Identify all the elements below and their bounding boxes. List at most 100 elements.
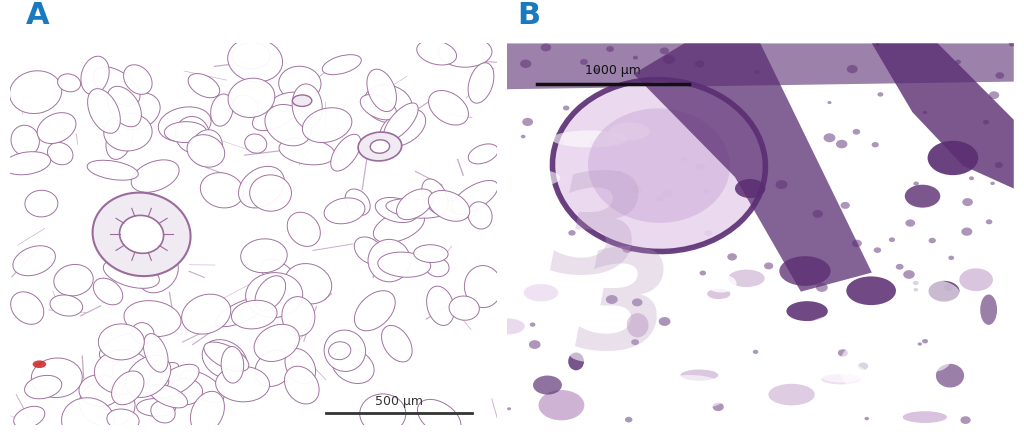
Circle shape xyxy=(556,138,564,145)
Ellipse shape xyxy=(417,40,457,65)
Ellipse shape xyxy=(609,122,649,141)
Ellipse shape xyxy=(124,65,153,94)
Ellipse shape xyxy=(735,179,765,198)
Ellipse shape xyxy=(113,358,169,393)
Circle shape xyxy=(727,253,737,260)
Ellipse shape xyxy=(627,313,648,337)
Ellipse shape xyxy=(840,344,874,389)
Circle shape xyxy=(876,43,880,46)
Ellipse shape xyxy=(216,297,267,327)
Circle shape xyxy=(529,340,541,349)
Circle shape xyxy=(961,416,971,424)
Ellipse shape xyxy=(706,274,736,293)
Circle shape xyxy=(522,118,534,126)
Ellipse shape xyxy=(138,253,178,293)
Circle shape xyxy=(889,237,895,242)
Ellipse shape xyxy=(285,263,332,304)
Ellipse shape xyxy=(285,349,315,384)
Ellipse shape xyxy=(708,289,730,299)
Ellipse shape xyxy=(649,375,730,410)
Circle shape xyxy=(563,105,569,110)
Ellipse shape xyxy=(98,324,144,360)
Ellipse shape xyxy=(109,218,166,243)
Ellipse shape xyxy=(427,286,455,326)
Circle shape xyxy=(764,263,773,270)
Ellipse shape xyxy=(116,93,160,129)
Ellipse shape xyxy=(428,191,470,221)
Circle shape xyxy=(568,230,575,236)
Ellipse shape xyxy=(13,246,55,276)
Ellipse shape xyxy=(302,108,352,142)
Ellipse shape xyxy=(980,295,997,325)
Ellipse shape xyxy=(265,105,311,146)
Ellipse shape xyxy=(159,107,211,141)
Ellipse shape xyxy=(180,371,224,403)
Ellipse shape xyxy=(124,301,181,337)
Polygon shape xyxy=(871,43,1014,188)
Ellipse shape xyxy=(375,197,418,223)
Ellipse shape xyxy=(233,95,258,116)
Ellipse shape xyxy=(94,350,152,395)
Ellipse shape xyxy=(913,345,951,372)
Ellipse shape xyxy=(358,132,401,161)
Ellipse shape xyxy=(552,80,766,252)
Circle shape xyxy=(986,219,992,224)
Ellipse shape xyxy=(279,138,335,165)
Circle shape xyxy=(995,162,1002,168)
Ellipse shape xyxy=(32,358,82,398)
Ellipse shape xyxy=(61,398,115,434)
Circle shape xyxy=(878,92,884,97)
Circle shape xyxy=(929,238,936,243)
Ellipse shape xyxy=(465,266,502,308)
Circle shape xyxy=(841,202,850,209)
Ellipse shape xyxy=(175,116,210,153)
Ellipse shape xyxy=(681,369,718,381)
Ellipse shape xyxy=(37,113,76,144)
Circle shape xyxy=(632,299,642,306)
Ellipse shape xyxy=(228,78,274,118)
Ellipse shape xyxy=(10,292,44,324)
Ellipse shape xyxy=(261,259,300,296)
Ellipse shape xyxy=(435,201,477,218)
Circle shape xyxy=(918,342,922,346)
Ellipse shape xyxy=(138,362,179,395)
Ellipse shape xyxy=(168,378,203,405)
Text: 3: 3 xyxy=(550,167,646,302)
Ellipse shape xyxy=(47,142,73,165)
Ellipse shape xyxy=(429,91,468,125)
Ellipse shape xyxy=(126,355,171,398)
Circle shape xyxy=(520,59,531,68)
Ellipse shape xyxy=(570,347,627,363)
Ellipse shape xyxy=(241,239,287,273)
Ellipse shape xyxy=(3,152,51,175)
Ellipse shape xyxy=(216,366,269,402)
Ellipse shape xyxy=(568,352,584,370)
Ellipse shape xyxy=(106,86,141,127)
Ellipse shape xyxy=(279,66,321,101)
Circle shape xyxy=(903,270,914,279)
Ellipse shape xyxy=(131,160,179,192)
Ellipse shape xyxy=(905,185,940,207)
Circle shape xyxy=(827,101,831,104)
Circle shape xyxy=(823,133,836,142)
Circle shape xyxy=(913,288,919,292)
Ellipse shape xyxy=(452,181,498,214)
Circle shape xyxy=(541,43,551,51)
Ellipse shape xyxy=(231,300,278,329)
Ellipse shape xyxy=(221,346,244,383)
Ellipse shape xyxy=(106,409,139,431)
Ellipse shape xyxy=(897,279,959,309)
Ellipse shape xyxy=(816,363,866,382)
Circle shape xyxy=(663,55,675,64)
Ellipse shape xyxy=(87,160,138,180)
Circle shape xyxy=(625,417,633,422)
Circle shape xyxy=(853,129,860,135)
Circle shape xyxy=(529,322,536,327)
Ellipse shape xyxy=(786,301,827,321)
Ellipse shape xyxy=(323,55,361,75)
Ellipse shape xyxy=(202,340,247,379)
Ellipse shape xyxy=(231,43,270,69)
Circle shape xyxy=(922,339,928,343)
Circle shape xyxy=(606,46,614,52)
Ellipse shape xyxy=(285,366,319,404)
